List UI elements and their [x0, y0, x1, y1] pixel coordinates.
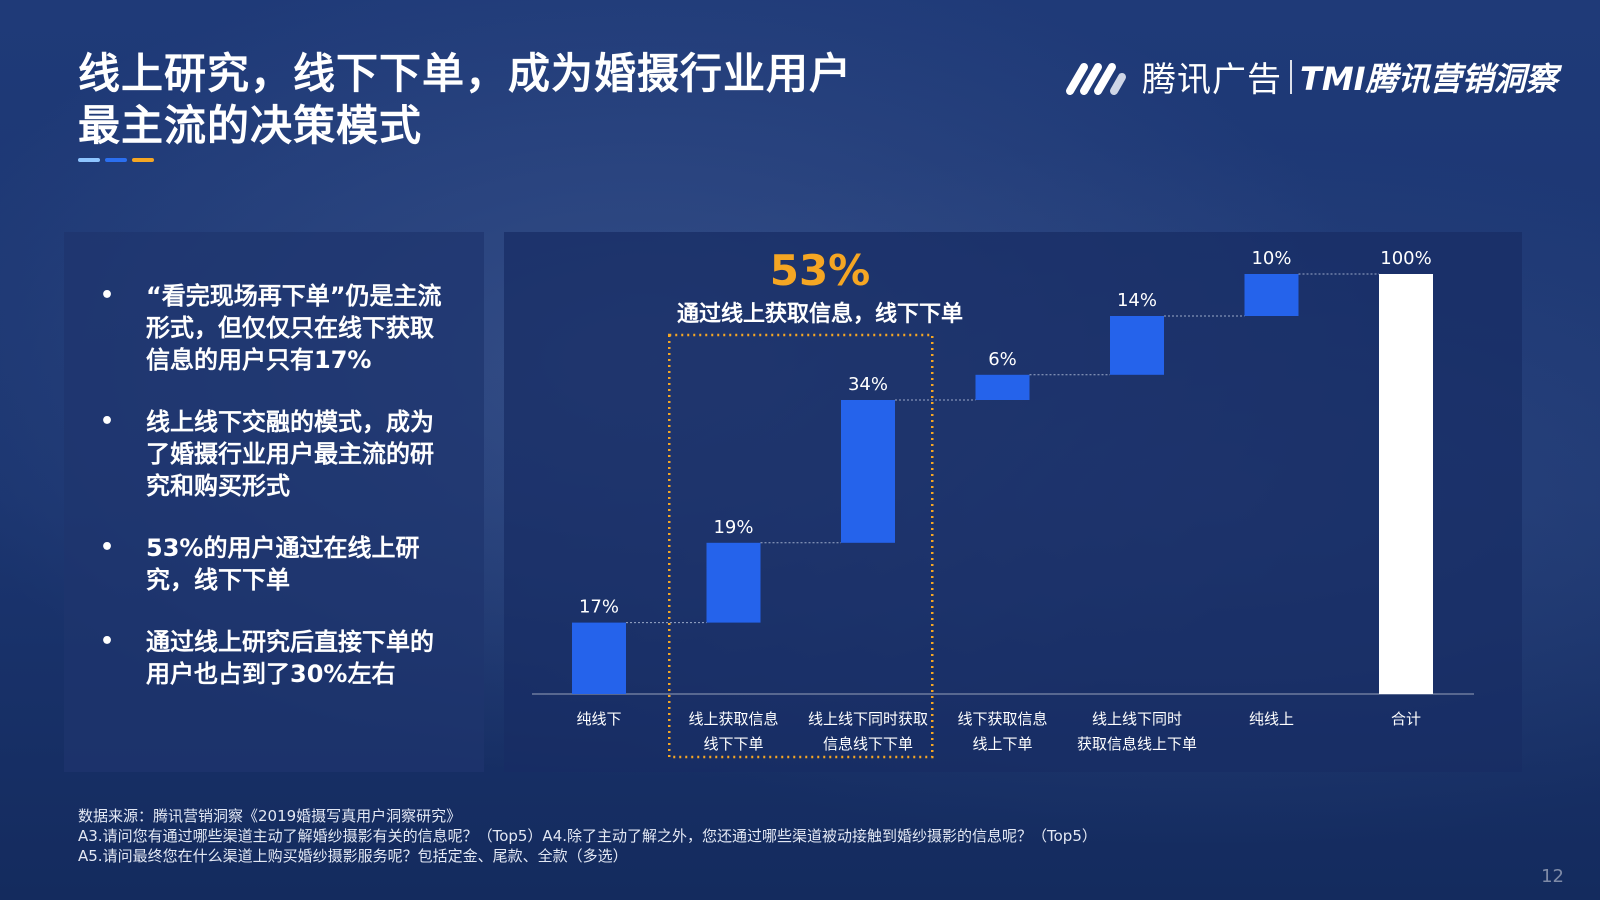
data-source: 数据来源：腾讯营销洞察《2019婚摄写真用户洞察研究》 A3.请问您有通过哪些渠…	[78, 806, 1097, 866]
bar-value-label: 100%	[1380, 248, 1431, 269]
insight-item: “看完现场再下单”仍是主流形式，但仅仅只在线下获取信息的用户只有17%	[100, 280, 446, 376]
insight-item: 通过线上研究后直接下单的用户也占到了30%左右	[100, 626, 446, 690]
highlight-percent: 53%	[769, 246, 871, 295]
highlight-caption: 通过线上获取信息，线下下单	[676, 302, 963, 327]
title-line-2: 最主流的决策模式	[78, 101, 423, 150]
waterfall-bar	[706, 542, 761, 623]
bar-value-label: 17%	[579, 597, 619, 618]
waterfall-bar	[975, 374, 1030, 400]
waterfall-bar	[572, 622, 626, 694]
category-label: 纯线下	[576, 710, 621, 728]
source-line-3: A5.请问最终您在什么渠道上购买婚纱摄影服务呢？包括定金、尾款、全款（多选）	[78, 847, 628, 865]
category-label: 纯线上	[1249, 710, 1294, 728]
insights-panel: “看完现场再下单”仍是主流形式，但仅仅只在线下获取信息的用户只有17% 线上线下…	[64, 232, 484, 772]
title-bar-3	[132, 158, 154, 162]
bar-value-label: 6%	[988, 349, 1017, 370]
bar-value-label: 14%	[1117, 290, 1157, 311]
category-label: 线下获取信息	[957, 710, 1047, 728]
chart-panel: 17% 纯线下 19% 线上获取信息 线下下单 34% 线上线下同时获取 信息线下下单 6% 线下…	[504, 232, 1522, 772]
total-bar	[1379, 274, 1433, 694]
category-label: 线上线下同时	[1092, 710, 1182, 728]
category-label: 线上线下同时获取	[808, 710, 928, 728]
page-title: 线上研究，线下下单，成为婚摄行业用户 最主流的决策模式	[78, 48, 852, 152]
category-label: 线上下单	[972, 735, 1032, 753]
brand-name: 腾讯广告	[1142, 60, 1282, 100]
highlight-box	[668, 333, 934, 759]
waterfall-bar	[1110, 316, 1164, 375]
insight-item: 线上线下交融的模式，成为了婚摄行业用户最主流的研究和购买形式	[100, 406, 446, 502]
category-label: 获取信息线上下单	[1077, 735, 1197, 753]
title-bar-2	[105, 158, 127, 162]
bar-value-label: 19%	[713, 517, 753, 538]
insights-list: “看完现场再下单”仍是主流形式，但仅仅只在线下获取信息的用户只有17% 线上线下…	[64, 232, 484, 690]
tencent-ads-logo-icon	[1066, 62, 1126, 95]
page-number: 12	[1541, 866, 1564, 887]
waterfall-bar	[1244, 274, 1299, 316]
product-name: TMI腾讯营销洞察	[1300, 59, 1558, 98]
title-underline	[78, 158, 154, 162]
waterfall-bar	[841, 400, 895, 543]
category-label: 信息线下下单	[823, 735, 913, 753]
brand-logo: 腾讯广告 TMI腾讯营销洞察	[1064, 52, 1558, 101]
category-label: 线下下单	[703, 735, 763, 753]
title-bar-1	[78, 158, 100, 162]
bar-value-label: 10%	[1251, 248, 1291, 269]
category-label: 线上获取信息	[688, 710, 778, 728]
category-label: 合计	[1391, 710, 1421, 728]
insight-item: 53%的用户通过在线上研究，线下下单	[100, 532, 446, 596]
bar-value-label: 34%	[848, 374, 888, 395]
source-line-2: A3.请问您有通过哪些渠道主动了解婚纱摄影有关的信息呢？（Top5）A4.除了主…	[78, 827, 1097, 845]
title-line-1: 线上研究，线下下单，成为婚摄行业用户	[78, 49, 853, 98]
source-line-1: 数据来源：腾讯营销洞察《2019婚摄写真用户洞察研究》	[78, 807, 462, 825]
logo-divider	[1290, 59, 1292, 94]
